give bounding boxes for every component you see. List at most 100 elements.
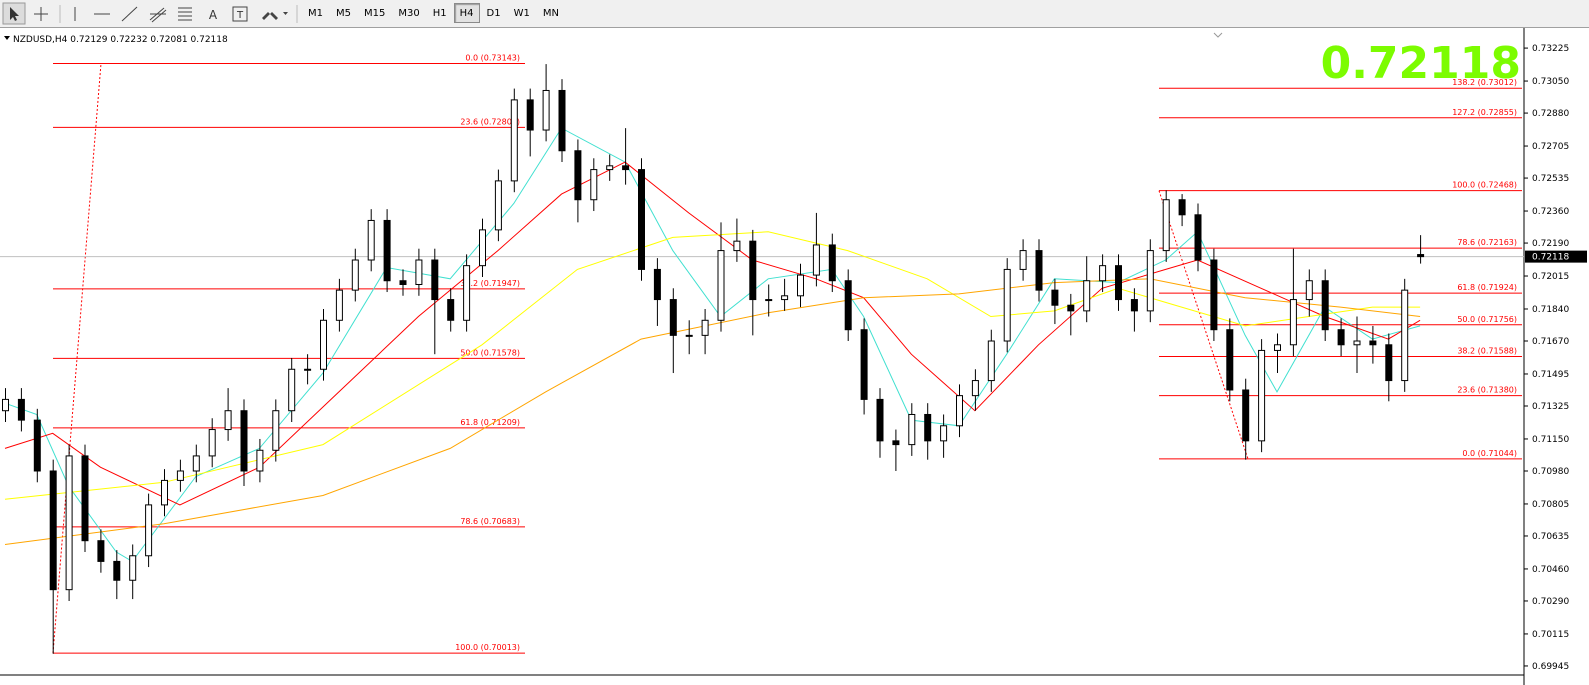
cursor-tool[interactable]: [2, 2, 26, 25]
channel-tool[interactable]: [149, 7, 167, 23]
candle-body: [924, 413, 932, 442]
y-tick-label: 0.72015: [1532, 272, 1569, 282]
y-tick-label: 0.71670: [1532, 337, 1569, 347]
fib-label: 38.2 (0.71588): [1457, 346, 1517, 355]
candle-body: [908, 413, 916, 446]
arrows-tool[interactable]: [262, 12, 288, 20]
fib-label: 50.0 (0.71578): [460, 348, 520, 357]
candle-body: [49, 470, 57, 591]
candle-body: [542, 89, 550, 131]
fib-label: 78.6 (0.72163): [1457, 238, 1517, 247]
moving-average: [4, 127, 1421, 563]
timeframe-button[interactable]: W1: [513, 8, 530, 19]
fib-label: 61.8 (0.71209): [460, 418, 520, 427]
candle-body: [1194, 214, 1202, 261]
label-tool[interactable]: T: [236, 10, 244, 21]
candle-body: [638, 169, 645, 270]
y-tick-label: 0.71325: [1532, 402, 1569, 412]
fib-label: 0.0 (0.71044): [1462, 449, 1517, 458]
timeframe-button[interactable]: H1: [432, 8, 447, 19]
candle-body: [1289, 299, 1297, 346]
fib-label: 100.0 (0.70013): [455, 643, 520, 652]
moving-average: [4, 161, 1421, 506]
timeframe-button[interactable]: M1: [308, 8, 323, 19]
candle-body: [415, 259, 423, 285]
candle-body: [876, 398, 884, 442]
moving-average: [4, 231, 1421, 500]
candle-body: [288, 368, 296, 412]
candle-body: [1274, 344, 1281, 351]
candle-body: [383, 219, 391, 282]
candle-body: [701, 319, 709, 336]
candle-body: [558, 89, 566, 152]
candle-body: [1385, 344, 1393, 382]
fib-label: 0.0 (0.73143): [465, 54, 520, 63]
candle-body: [574, 150, 582, 201]
y-tick-label: 0.72880: [1532, 109, 1569, 119]
timeframe-button[interactable]: M5: [336, 8, 351, 19]
candle-body: [1035, 250, 1043, 291]
candle-body: [622, 165, 630, 171]
y-tick-label: 0.72535: [1532, 174, 1569, 184]
candle-body: [161, 479, 168, 506]
moving-average: [4, 278, 1421, 545]
candle-body: [844, 280, 852, 331]
candle-body: [320, 319, 327, 370]
y-tick-label: 0.69945: [1532, 662, 1569, 672]
y-tick-label: 0.73050: [1532, 77, 1569, 87]
fib-label: 138.2 (0.73012): [1452, 78, 1517, 87]
candle-body: [129, 555, 137, 581]
last-price-tag: [1525, 250, 1587, 263]
shift-marker: [1213, 32, 1223, 38]
candle-body: [1115, 265, 1122, 301]
candle-body: [1401, 289, 1409, 382]
candle-body: [208, 429, 216, 457]
candle-body: [971, 380, 979, 397]
candle-body: [17, 398, 25, 421]
fib-label: 50.0 (0.71756): [1457, 315, 1517, 324]
y-tick-label: 0.71840: [1532, 305, 1569, 315]
fib-label: 78.6 (0.70683): [460, 517, 520, 526]
big-price: 0.72118: [1321, 38, 1521, 89]
fibo-tool[interactable]: [178, 7, 192, 21]
fib-label: 127.2 (0.72855): [1452, 108, 1517, 117]
candle-body: [892, 440, 900, 446]
timeframe-button[interactable]: M15: [364, 8, 386, 19]
fib-label: 23.6 (0.72804): [460, 117, 520, 126]
candle-body: [749, 240, 757, 301]
timeframe-button[interactable]: M30: [398, 8, 420, 19]
candle-body: [1305, 280, 1313, 301]
candle-body: [1083, 280, 1091, 312]
candle-body: [1337, 329, 1345, 346]
candle-body: [65, 455, 73, 591]
candle-body: [256, 449, 264, 472]
candle-body: [1258, 349, 1266, 442]
candle-body: [987, 340, 995, 382]
candle-body: [765, 299, 773, 302]
candle-body: [145, 504, 153, 557]
text-tool[interactable]: A: [209, 8, 218, 22]
timeframe-button[interactable]: D1: [486, 8, 501, 19]
trendline-tool[interactable]: [121, 6, 138, 22]
candle-body: [1067, 304, 1075, 312]
crosshair-tool[interactable]: [34, 7, 48, 21]
y-tick-label: 0.70290: [1532, 597, 1569, 607]
candle-body: [335, 289, 343, 321]
candle-body: [1321, 280, 1329, 331]
candle-body: [447, 299, 455, 321]
candle-body: [399, 280, 407, 285]
fib-label: 100.0 (0.72468): [1452, 181, 1517, 190]
candle-body: [224, 410, 232, 431]
candle-body: [113, 560, 121, 581]
drawing-tools: A T: [2, 2, 298, 25]
timeframe-button[interactable]: MN: [542, 8, 559, 19]
y-tick-label: 0.73225: [1532, 44, 1569, 54]
candle-body: [33, 419, 41, 472]
candle-body: [1019, 250, 1027, 270]
candle-body: [590, 169, 598, 201]
candle-body: [940, 425, 948, 442]
timeframe-button[interactable]: H4: [453, 3, 480, 23]
candle-body: [240, 410, 248, 472]
candle-body: [1417, 254, 1425, 258]
fib-trendline: [1158, 190, 1249, 460]
